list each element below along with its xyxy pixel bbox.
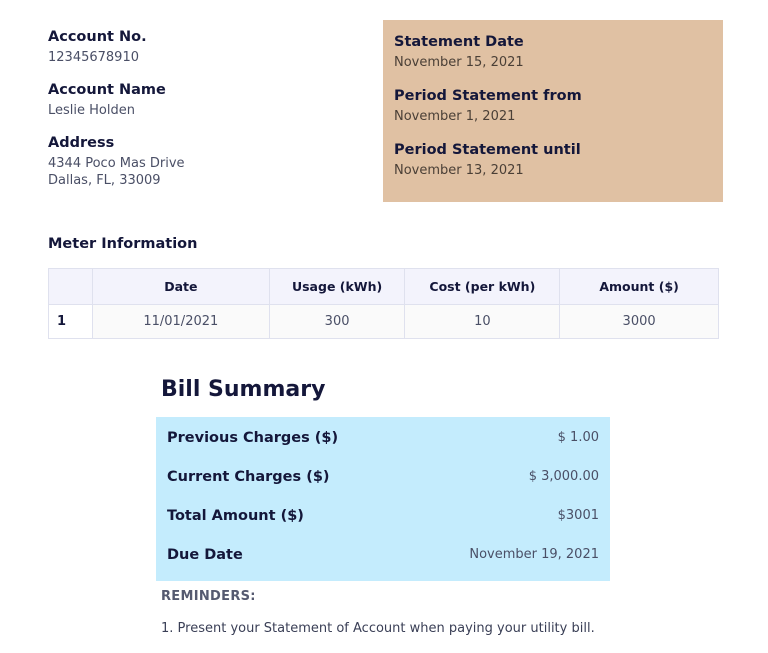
address-line1: 4344 Poco Mas Drive <box>48 156 185 171</box>
meter-cell-amount: 3000 <box>559 304 719 339</box>
meter-info-title: Meter Information <box>48 236 198 252</box>
account-name-label: Account Name <box>48 82 166 98</box>
bill-row-current-charges: Current Charges ($) $ 3,000.00 <box>167 457 599 496</box>
statement-panel: Statement Date November 15, 2021 Period … <box>383 20 723 202</box>
meter-header-usage: Usage (kWh) <box>268 268 406 305</box>
account-name-value: Leslie Holden <box>48 103 135 118</box>
period-from-value: November 1, 2021 <box>394 109 516 124</box>
meter-cell-date: 11/01/2021 <box>91 304 270 339</box>
address-field: Address 4344 Poco Mas Drive Dallas, FL, … <box>48 134 348 189</box>
meter-table: Date Usage (kWh) Cost (per kWh) Amount (… <box>48 268 719 339</box>
meter-header-date: Date <box>91 268 270 305</box>
bill-row-total-amount: Total Amount ($) $3001 <box>167 496 599 535</box>
meter-cell-usage: 300 <box>268 304 406 339</box>
meter-header-amount: Amount ($) <box>559 268 719 305</box>
meter-header-row: Date Usage (kWh) Cost (per kWh) Amount (… <box>48 268 719 305</box>
period-until-field: Period Statement until November 13, 2021 <box>394 141 713 179</box>
previous-charges-value: $ 1.00 <box>557 430 599 445</box>
meter-header-index <box>48 268 93 305</box>
account-info: Account No. 12345678910 Account Name Les… <box>48 28 348 204</box>
bill-summary-panel: Previous Charges ($) $ 1.00 Current Char… <box>156 417 610 581</box>
reminders-title: REMINDERS: <box>161 589 256 604</box>
due-date-label: Due Date <box>167 546 243 563</box>
due-date-value: November 19, 2021 <box>469 547 599 562</box>
reminder-item: 1. Present your Statement of Account whe… <box>161 621 595 636</box>
period-until-value: November 13, 2021 <box>394 163 524 178</box>
bill-row-previous-charges: Previous Charges ($) $ 1.00 <box>167 418 599 457</box>
total-amount-label: Total Amount ($) <box>167 507 304 524</box>
statement-date-label: Statement Date <box>394 34 524 50</box>
previous-charges-label: Previous Charges ($) <box>167 429 339 446</box>
meter-cell-cost: 10 <box>404 304 561 339</box>
period-until-label: Period Statement until <box>394 142 581 158</box>
table-row: 1 11/01/2021 300 10 3000 <box>48 304 719 339</box>
account-number-field: Account No. 12345678910 <box>48 28 348 66</box>
bill-summary-title: Bill Summary <box>161 377 326 402</box>
account-number-value: 12345678910 <box>48 50 139 65</box>
statement-date-field: Statement Date November 15, 2021 <box>394 33 713 71</box>
account-number-label: Account No. <box>48 29 147 45</box>
total-amount-value: $3001 <box>557 508 599 523</box>
statement-date-value: November 15, 2021 <box>394 55 524 70</box>
address-label: Address <box>48 135 115 151</box>
period-from-field: Period Statement from November 1, 2021 <box>394 87 713 125</box>
account-name-field: Account Name Leslie Holden <box>48 81 348 119</box>
address-line2: Dallas, FL, 33009 <box>48 173 161 188</box>
current-charges-value: $ 3,000.00 <box>528 469 599 484</box>
current-charges-label: Current Charges ($) <box>167 468 330 485</box>
bill-row-due-date: Due Date November 19, 2021 <box>167 535 599 574</box>
period-from-label: Period Statement from <box>394 88 582 104</box>
meter-header-cost: Cost (per kWh) <box>404 268 561 305</box>
meter-cell-index: 1 <box>48 304 93 339</box>
